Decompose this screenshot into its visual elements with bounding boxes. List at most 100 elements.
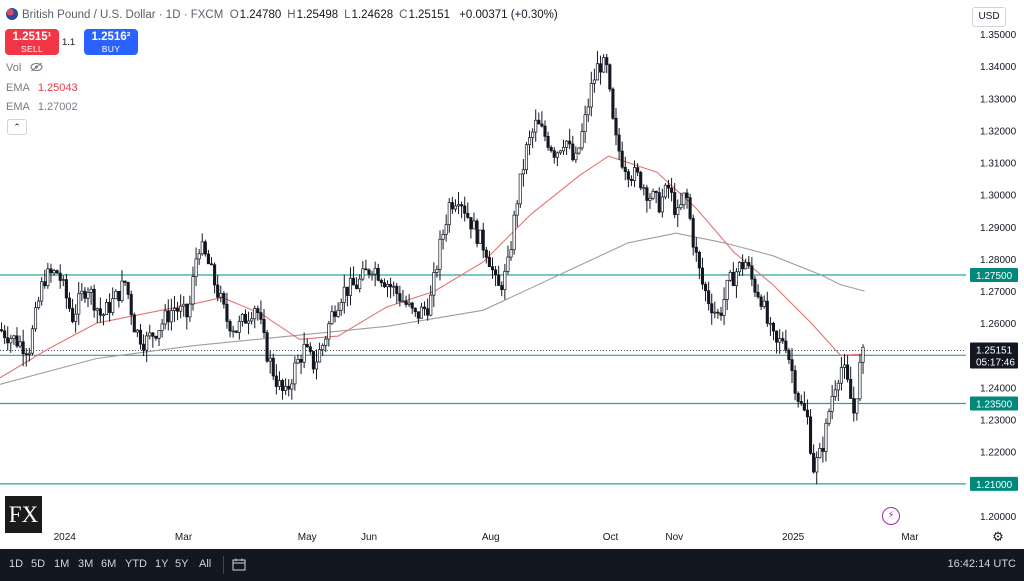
price-chart[interactable]: 1.35000 1.34000 1.33000 1.32000 1.31000 1.300… xyxy=(0,0,1024,549)
candle-body xyxy=(716,311,720,314)
ema-slow-indicator[interactable]: EMA 1.27002 xyxy=(6,101,78,113)
price-tick-label: 1.30000 xyxy=(980,191,1017,202)
timeframe-button-3m[interactable]: 3M xyxy=(78,558,94,570)
candle-body xyxy=(734,271,738,287)
candle-body xyxy=(18,341,22,347)
candle-body xyxy=(623,166,627,172)
candle-body xyxy=(71,308,75,322)
utc-clock[interactable]: 16:42:14 UTC xyxy=(947,558,1016,570)
volume-label: Vol xyxy=(6,62,22,74)
candle-body xyxy=(185,303,189,318)
sell-button[interactable]: 1.2515¹ SELL xyxy=(5,29,59,55)
timeframe-button-6m[interactable]: 6M xyxy=(101,558,117,570)
candle-body xyxy=(629,178,633,181)
candle-body xyxy=(537,119,541,125)
candle-body xyxy=(503,271,507,291)
candle-body xyxy=(308,346,312,352)
candle-body xyxy=(722,299,726,316)
candle-body xyxy=(21,341,25,355)
time-axis[interactable]: 2024 Mar May Jun Aug Oct Nov 2025 Mar xyxy=(54,532,920,543)
candle-body xyxy=(151,332,155,337)
candle-body xyxy=(605,57,609,66)
symbol-title[interactable]: British Pound / U.S. Dollar · 1D · FXCM xyxy=(22,9,224,21)
candle-body xyxy=(12,335,16,339)
candle-body xyxy=(321,345,325,351)
candle-body xyxy=(583,114,587,133)
timeframe-button-5y[interactable]: 5Y xyxy=(175,558,189,570)
candle-body xyxy=(444,224,448,235)
calendar-range-icon[interactable] xyxy=(232,558,246,572)
candle-body xyxy=(172,307,177,311)
candle-body xyxy=(367,269,371,275)
timeframe-button-ytd[interactable]: YTD xyxy=(125,558,147,570)
ema-fast-indicator[interactable]: EMA 1.25043 xyxy=(6,82,78,94)
candle-body xyxy=(620,150,624,168)
candle-body xyxy=(636,167,640,173)
candle-body xyxy=(419,306,424,319)
timeframe-button-1y[interactable]: 1Y xyxy=(155,558,169,570)
timeframe-button-1d[interactable]: 1D xyxy=(9,558,24,570)
candle-body xyxy=(30,328,34,354)
candle-body xyxy=(592,79,596,84)
gear-icon[interactable]: ⚙ xyxy=(992,529,1004,544)
timeframe-button-all[interactable]: All xyxy=(199,558,212,570)
candle-body xyxy=(765,300,769,324)
candle-body xyxy=(737,262,742,273)
timeframe-button-1m[interactable]: 1M xyxy=(54,558,70,570)
candle-body xyxy=(265,332,269,362)
time-tick-label: Oct xyxy=(603,532,619,543)
candle-body xyxy=(342,286,346,303)
fx-logo: FX xyxy=(5,496,42,533)
candle-body xyxy=(219,293,223,298)
candle-body xyxy=(531,131,535,138)
candle-body xyxy=(24,353,28,356)
candle-body xyxy=(688,197,692,219)
ema-slow-value: 1.27002 xyxy=(37,101,78,113)
level-label-text: 1.21000 xyxy=(976,480,1013,491)
candle-body xyxy=(781,338,785,342)
candle-body xyxy=(132,314,136,333)
candle-body xyxy=(487,256,491,268)
currency-button[interactable]: USD xyxy=(972,7,1006,27)
candle-body xyxy=(663,184,667,198)
collapse-indicators-button[interactable]: ⌃ xyxy=(7,119,27,135)
candle-body xyxy=(666,184,671,189)
price-tick-label: 1.23000 xyxy=(980,416,1017,427)
candle-body xyxy=(571,143,575,161)
candle-body xyxy=(225,303,229,322)
candle-body xyxy=(148,332,152,337)
candle-body xyxy=(490,266,495,271)
candle-body xyxy=(839,367,843,384)
candle-body xyxy=(83,290,87,299)
volume-indicator[interactable]: Vol xyxy=(6,62,43,74)
candle-body xyxy=(435,268,439,273)
candle-body xyxy=(521,169,525,175)
eye-hidden-icon[interactable] xyxy=(30,62,43,74)
candle-body xyxy=(33,307,38,330)
candle-body xyxy=(392,285,396,288)
candle-body xyxy=(654,191,658,193)
candle-body xyxy=(382,282,386,288)
candle-body xyxy=(188,303,192,318)
candle-body xyxy=(753,278,757,293)
candle-body xyxy=(117,290,121,301)
timeframe-button-5d[interactable]: 5D xyxy=(31,558,46,570)
candle-body xyxy=(280,380,285,391)
candle-body xyxy=(679,204,683,209)
candle-body xyxy=(756,291,760,298)
candle-body xyxy=(27,352,31,355)
candle-body xyxy=(456,204,461,207)
ema-slow-label: EMA xyxy=(6,101,30,113)
candle-body xyxy=(37,300,41,309)
candle-body xyxy=(213,264,217,286)
price-axis[interactable]: 1.35000 1.34000 1.33000 1.32000 1.31000 1.300… xyxy=(980,30,1017,523)
lightning-icon[interactable]: ⚡ xyxy=(882,507,900,525)
candle-body xyxy=(543,125,547,137)
buy-button[interactable]: 1.2516² BUY xyxy=(84,29,138,55)
candle-body xyxy=(222,293,226,305)
buy-label: BUY xyxy=(101,44,121,54)
candle-body xyxy=(410,302,414,309)
high-value: 1.25498 xyxy=(296,9,339,21)
candle-body xyxy=(287,385,291,390)
horizontal-levels xyxy=(0,274,966,485)
